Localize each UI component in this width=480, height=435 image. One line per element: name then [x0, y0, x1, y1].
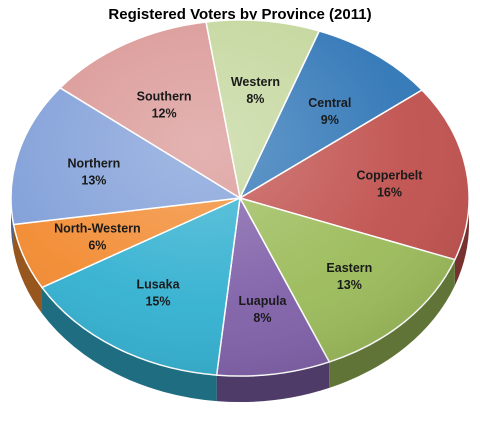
- slice-value-western: 8%: [246, 92, 264, 106]
- slice-value-southern: 12%: [152, 107, 177, 121]
- pie-labels: Western 8% Central 9% Copperbelt 16% Eastern 13…: [54, 75, 423, 325]
- slice-value-northern: 13%: [81, 174, 106, 188]
- slice-name-copperbelt: Copperbelt: [356, 169, 423, 183]
- slice-name-central: Central: [308, 96, 351, 110]
- slice-value-eastern: 13%: [337, 278, 362, 292]
- slice-name-luapula: Luapula: [239, 294, 288, 308]
- slice-value-central: 9%: [321, 113, 339, 127]
- slice-name-southern: Southern: [137, 90, 192, 104]
- slice-name-north-western: North-Western: [54, 222, 141, 236]
- chart-title: Registered Voters by Province (2011): [108, 6, 372, 23]
- slice-name-northern: Northern: [68, 157, 121, 171]
- slice-value-copperbelt: 16%: [377, 186, 402, 200]
- slice-name-eastern: Eastern: [326, 261, 372, 275]
- slice-value-north-western: 6%: [88, 239, 106, 253]
- slice-name-western: Western: [231, 75, 280, 89]
- slice-value-lusaka: 15%: [145, 295, 170, 309]
- slice-value-luapula: 8%: [253, 311, 271, 325]
- slice-name-lusaka: Lusaka: [136, 278, 180, 292]
